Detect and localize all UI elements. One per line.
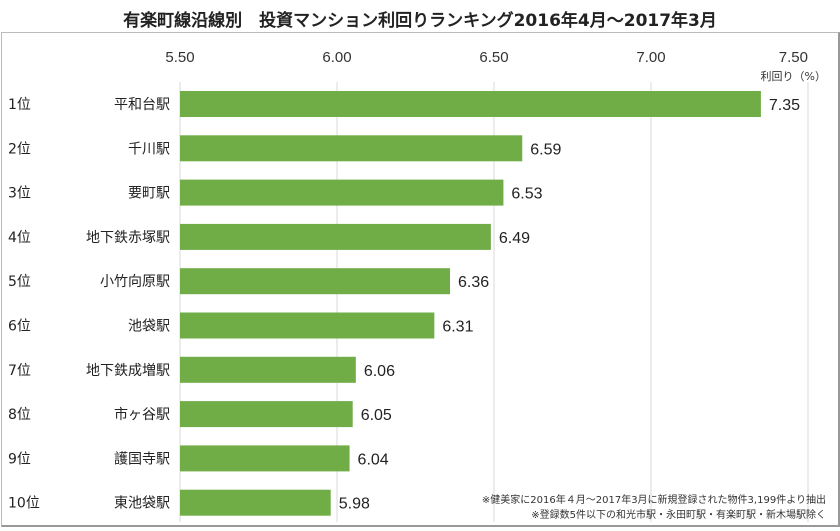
data-label: 6.59 bbox=[530, 141, 561, 158]
bar bbox=[180, 223, 491, 250]
x-tick-label: 5.50 bbox=[165, 49, 194, 66]
rank-label: 5位 bbox=[8, 274, 31, 290]
rank-label: 10位 bbox=[8, 496, 40, 512]
category-label: 平和台駅 bbox=[114, 97, 170, 113]
bar bbox=[180, 179, 504, 206]
x-axis-label: 利回り（%） bbox=[761, 70, 826, 83]
category-label: 地下鉄赤塚駅 bbox=[86, 230, 170, 246]
category-label: 東池袋駅 bbox=[114, 496, 170, 512]
rank-label: 1位 bbox=[8, 97, 31, 113]
data-label: 5.98 bbox=[339, 496, 370, 513]
data-label: 6.53 bbox=[511, 186, 542, 203]
footnote-2: ※登録数5件以下の和光市駅・永田町駅・有楽町駅・新木場駅除く bbox=[531, 510, 826, 521]
rank-label: 2位 bbox=[8, 141, 31, 157]
bar bbox=[180, 91, 761, 117]
category-label: 小竹向原駅 bbox=[100, 274, 170, 290]
x-tick-label: 6.00 bbox=[322, 49, 351, 66]
chart-frame bbox=[1, 32, 840, 527]
bar bbox=[180, 445, 350, 472]
data-label: 6.49 bbox=[499, 230, 530, 247]
bar bbox=[180, 312, 435, 339]
category-label: 要町駅 bbox=[128, 186, 170, 202]
category-label: 地下鉄成増駅 bbox=[86, 363, 170, 379]
rank-label: 8位 bbox=[8, 407, 31, 423]
rank-label: 7位 bbox=[8, 363, 31, 379]
rank-label: 9位 bbox=[8, 451, 31, 467]
category-label: 千川駅 bbox=[128, 141, 170, 157]
category-label: 護国寺駅 bbox=[114, 451, 170, 467]
rank-label: 6位 bbox=[8, 319, 31, 335]
footnote-1: ※健美家に2016年４月～2017年3月に新規登録された物件3,199件より抽出 bbox=[481, 495, 826, 506]
bar bbox=[180, 135, 523, 162]
bar bbox=[180, 268, 451, 295]
data-label: 6.06 bbox=[364, 363, 395, 380]
x-tick-label: 7.00 bbox=[636, 49, 665, 66]
rank-label: 3位 bbox=[8, 186, 31, 202]
bar bbox=[180, 356, 356, 383]
chart-title: 有楽町線沿線別 投資マンション利回りランキング2016年4月～2017年3月 bbox=[123, 11, 717, 31]
data-label: 6.31 bbox=[442, 319, 473, 336]
data-label: 6.04 bbox=[358, 451, 389, 468]
data-label: 7.35 bbox=[769, 97, 800, 114]
x-tick-label: 7.50 bbox=[779, 49, 808, 66]
bar bbox=[180, 489, 331, 516]
category-label: 池袋駅 bbox=[128, 319, 170, 335]
bar bbox=[180, 401, 353, 428]
data-label: 6.05 bbox=[361, 407, 392, 424]
rank-label: 4位 bbox=[8, 230, 31, 246]
category-label: 市ヶ谷駅 bbox=[114, 406, 170, 423]
data-label: 6.36 bbox=[458, 274, 489, 291]
x-tick-label: 6.50 bbox=[479, 49, 508, 66]
